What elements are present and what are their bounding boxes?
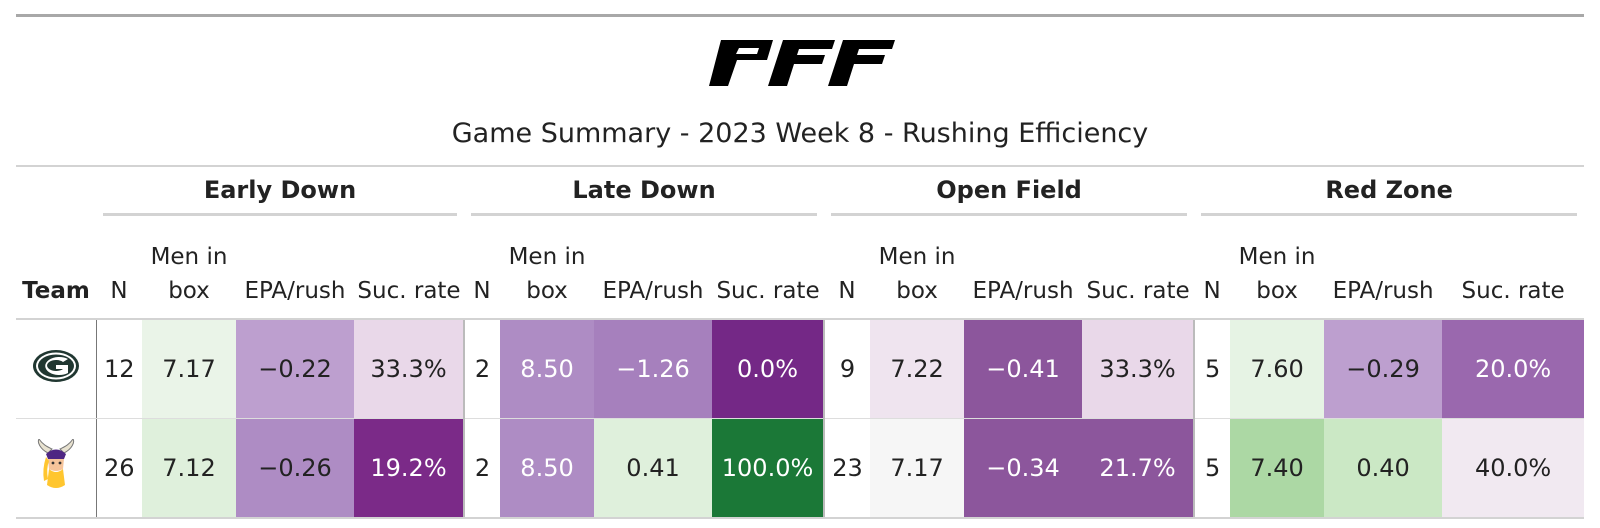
n-cell: 5 (1193, 418, 1231, 519)
men-in-box-cell: 8.50 (500, 319, 595, 419)
success-rate-cell: 0.0% (712, 319, 825, 419)
men-in-box-cell: 7.12 (142, 418, 236, 519)
men-in-box-cell: 7.22 (870, 319, 965, 419)
column-header-row: Team N Men in box EPA/rush Suc. rate N Me… (16, 219, 1585, 320)
top-rule (16, 14, 1584, 17)
group-open-field: Open Field (824, 167, 1194, 219)
success-rate-cell: 21.7% (1082, 418, 1195, 519)
epa-rush-cell: −0.26 (236, 418, 354, 519)
group-late-down: Late Down (464, 167, 824, 219)
n-cell: 26 (96, 418, 142, 519)
group-red-zone: Red Zone (1194, 167, 1584, 219)
team-cell (16, 418, 97, 519)
men-in-box-cell: 8.50 (500, 418, 595, 519)
col-success-rate: Suc. rate (1442, 219, 1585, 320)
table-row-vikings: 26 7.12 −0.26 19.2% 2 8.50 0.41 100.0% 23 7.17−… (16, 418, 1585, 519)
rushing-efficiency-table: Early Down Late Down Open Field Red Zone… (16, 167, 1585, 519)
epa-rush-cell: 0.41 (594, 418, 713, 519)
success-rate-cell: 20.0% (1442, 319, 1585, 419)
title-rule (16, 165, 1584, 167)
success-rate-cell: 40.0% (1442, 418, 1585, 519)
n-cell: 5 (1193, 319, 1231, 419)
n-cell: 9 (823, 319, 871, 419)
men-in-box-cell: 7.40 (1230, 418, 1325, 519)
men-in-box-cell: 7.17 (870, 418, 965, 519)
col-n: N (96, 219, 142, 320)
table-row-packers: 12 7.17 −0.22 33.3% 2 8.50 −1.26 0.0% 9 7.22 −0.… (16, 319, 1585, 419)
col-epa-rush: EPA/rush (1324, 219, 1443, 320)
col-men-in-box: Men in box (500, 219, 595, 320)
men-in-box-cell: 7.17 (142, 319, 236, 419)
col-n: N (824, 219, 871, 320)
col-team: Team (16, 219, 96, 320)
col-success-rate: Suc. rate (712, 219, 825, 320)
col-n: N (464, 219, 501, 320)
epa-rush-cell: −0.34 (964, 418, 1083, 519)
col-men-in-box: Men in box (142, 219, 236, 320)
pff-logo (709, 40, 895, 86)
n-cell: 2 (463, 319, 501, 419)
col-success-rate: Suc. rate (1082, 219, 1195, 320)
n-cell: 12 (96, 319, 142, 419)
success-rate-cell: 19.2% (354, 418, 465, 519)
col-epa-rush: EPA/rush (236, 219, 354, 320)
epa-rush-cell: −1.26 (594, 319, 713, 419)
group-header-row: Early Down Late Down Open Field Red Zone (16, 167, 1584, 219)
table-title: Game Summary - 2023 Week 8 - Rushing Eff… (451, 118, 1149, 149)
n-cell: 2 (463, 418, 501, 519)
team-cell (16, 319, 97, 419)
success-rate-cell: 33.3% (354, 319, 465, 419)
group-early-down: Early Down (96, 167, 464, 219)
epa-rush-cell: −0.22 (236, 319, 354, 419)
epa-rush-cell: 0.40 (1324, 418, 1443, 519)
success-rate-cell: 100.0% (712, 418, 825, 519)
col-men-in-box: Men in box (870, 219, 965, 320)
packers-logo-icon (32, 350, 79, 382)
n-cell: 23 (823, 418, 871, 519)
col-men-in-box: Men in box (1230, 219, 1325, 320)
success-rate-cell: 33.3% (1082, 319, 1195, 419)
col-epa-rush: EPA/rush (594, 219, 713, 320)
vikings-logo-icon (37, 438, 74, 488)
col-n: N (1194, 219, 1231, 320)
men-in-box-cell: 7.60 (1230, 319, 1325, 419)
col-epa-rush: EPA/rush (964, 219, 1083, 320)
epa-rush-cell: −0.29 (1324, 319, 1443, 419)
col-success-rate: Suc. rate (354, 219, 465, 320)
epa-rush-cell: −0.41 (964, 319, 1083, 419)
